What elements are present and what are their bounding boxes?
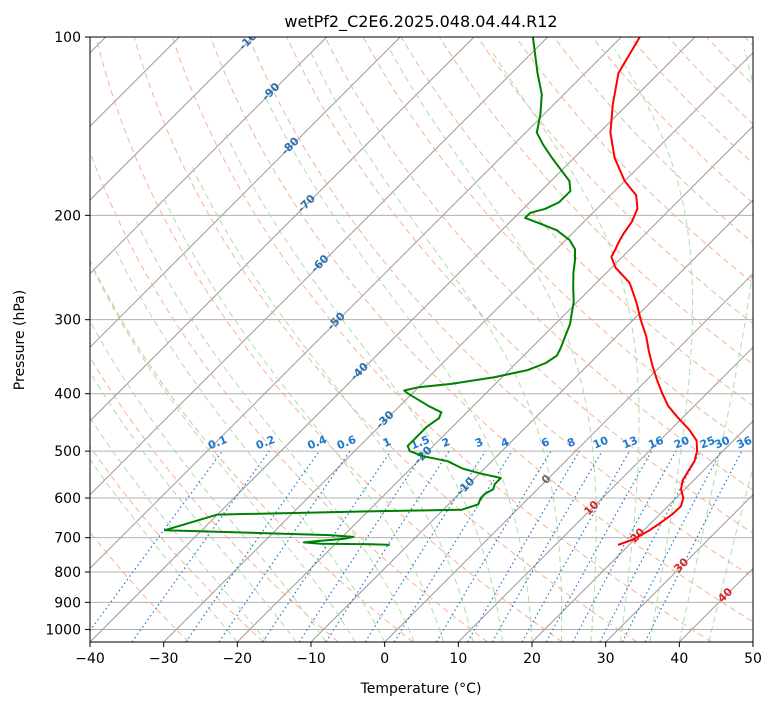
dry-adiabat — [515, 37, 753, 284]
moist-adiabat — [191, 165, 474, 642]
isotherm-line — [90, 37, 401, 349]
isotherm-line — [236, 125, 753, 642]
y-tick-label: 800 — [54, 565, 81, 581]
mixing-ratio-label: 13 — [621, 434, 640, 452]
x-tick-label: 10 — [449, 651, 467, 667]
isotherm-line — [90, 37, 475, 422]
isotherm-line — [531, 420, 753, 642]
isotherm-line — [384, 272, 753, 642]
x-tick-label: 0 — [380, 651, 389, 667]
dry-adiabat — [90, 259, 414, 642]
x-axis-label: Temperature (°C) — [360, 681, 482, 697]
mixing-ratio-line — [262, 450, 392, 642]
x-tick-label: 30 — [597, 651, 615, 667]
moist-adiabat — [263, 94, 533, 642]
mixing-ratio-line — [435, 450, 552, 642]
dry-adiabat — [248, 37, 753, 578]
moist-adiabat — [678, 49, 753, 642]
y-axis-label: Pressure (hPa) — [12, 290, 28, 390]
dry-adiabat — [477, 37, 753, 325]
dry-adiabat — [90, 445, 264, 642]
axis-ticks: −40 −30 −20 −10 0 10 20 30 40 50 100 200 300 400 500 60… — [45, 30, 762, 667]
mixing-ratio-line — [364, 450, 486, 642]
grid-layer — [90, 37, 753, 642]
isotherm-line — [457, 346, 753, 642]
moist-adiabat — [309, 49, 563, 642]
dry-adiabat — [591, 37, 753, 204]
x-tick-label: −20 — [223, 651, 253, 667]
x-tick-label: −40 — [75, 651, 105, 667]
mixing-ratio-label: 8 — [565, 435, 577, 450]
x-tick-label: 40 — [670, 651, 688, 667]
y-tick-label: 200 — [54, 208, 81, 224]
dry-adiabat — [171, 37, 712, 642]
mixing-ratio-line — [218, 450, 351, 642]
mixing-ratio-line — [185, 450, 320, 642]
moist-adiabat — [90, 370, 297, 642]
moist-adiabat — [389, 49, 597, 642]
series-layer — [163, 37, 699, 546]
mixing-ratio-line — [599, 450, 702, 642]
mixing-ratio-label: 3 — [473, 435, 485, 450]
dry-adiabat — [133, 37, 638, 642]
mixing-ratio-label: 20 — [672, 434, 691, 452]
mixing-ratio-line — [393, 450, 513, 642]
plot-frame — [89, 36, 754, 643]
y-tick-label: 700 — [54, 531, 81, 547]
mixing-ratio-line — [298, 450, 425, 642]
dry-adiabat — [95, 37, 563, 642]
isotherm-line — [605, 493, 753, 642]
moist-adiabat — [490, 49, 640, 642]
moist-adiabat — [614, 49, 694, 642]
moist-adiabat — [91, 267, 356, 642]
mixing-ratio-label: 36 — [735, 434, 754, 452]
x-tick-label: −30 — [149, 651, 179, 667]
mixing-ratio-label: 25 — [698, 434, 717, 452]
moist-adiabat — [90, 416, 268, 642]
mixing-ratio-label: 10 — [591, 434, 610, 452]
y-tick-label: 1000 — [45, 622, 81, 638]
y-tick-label: 400 — [54, 387, 81, 403]
mixing-ratio-label: 30 — [713, 434, 732, 452]
dry-adiabat — [324, 37, 753, 491]
moist-adiabat — [708, 465, 753, 642]
y-tick-label: 500 — [54, 444, 81, 460]
mixing-ratio-line — [325, 450, 450, 642]
isotherm-line — [163, 51, 753, 642]
isotherm-line — [90, 37, 328, 275]
mixing-ratio-line — [466, 450, 580, 642]
mixing-ratio-label: 16 — [646, 434, 665, 452]
moist-adiabat — [224, 132, 503, 642]
mixing-ratio-label: 2 — [440, 435, 452, 450]
isotherm-line — [90, 37, 622, 570]
moist-adiabat — [161, 195, 445, 642]
dry-adiabat — [400, 37, 753, 407]
dry-adiabat — [210, 37, 753, 623]
y-tick-label: 900 — [54, 595, 81, 611]
chart-title: wetPf2_C2E6.2025.048.04.44.R12 — [284, 12, 557, 32]
mixing-ratio-label: 1 — [381, 435, 393, 450]
moist-adiabat — [136, 221, 415, 642]
y-tick-label: 300 — [54, 313, 81, 329]
dewpoint-profile — [163, 37, 576, 546]
isotherm-line — [90, 37, 254, 201]
isotherm-line — [90, 37, 696, 642]
y-tick-label: 600 — [54, 491, 81, 507]
moist-adiabat — [90, 458, 238, 642]
dry-adiabat — [629, 37, 753, 165]
x-tick-label: 50 — [744, 651, 762, 667]
moist-adiabat — [90, 320, 327, 642]
mixing-ratio-line — [572, 450, 677, 642]
x-tick-label: 20 — [523, 651, 541, 667]
isotherm-line — [90, 37, 549, 496]
dry-adiabat — [362, 37, 753, 449]
x-tick-label: −10 — [296, 651, 326, 667]
temperature-profile — [609, 37, 699, 546]
y-tick-label: 100 — [54, 30, 81, 46]
